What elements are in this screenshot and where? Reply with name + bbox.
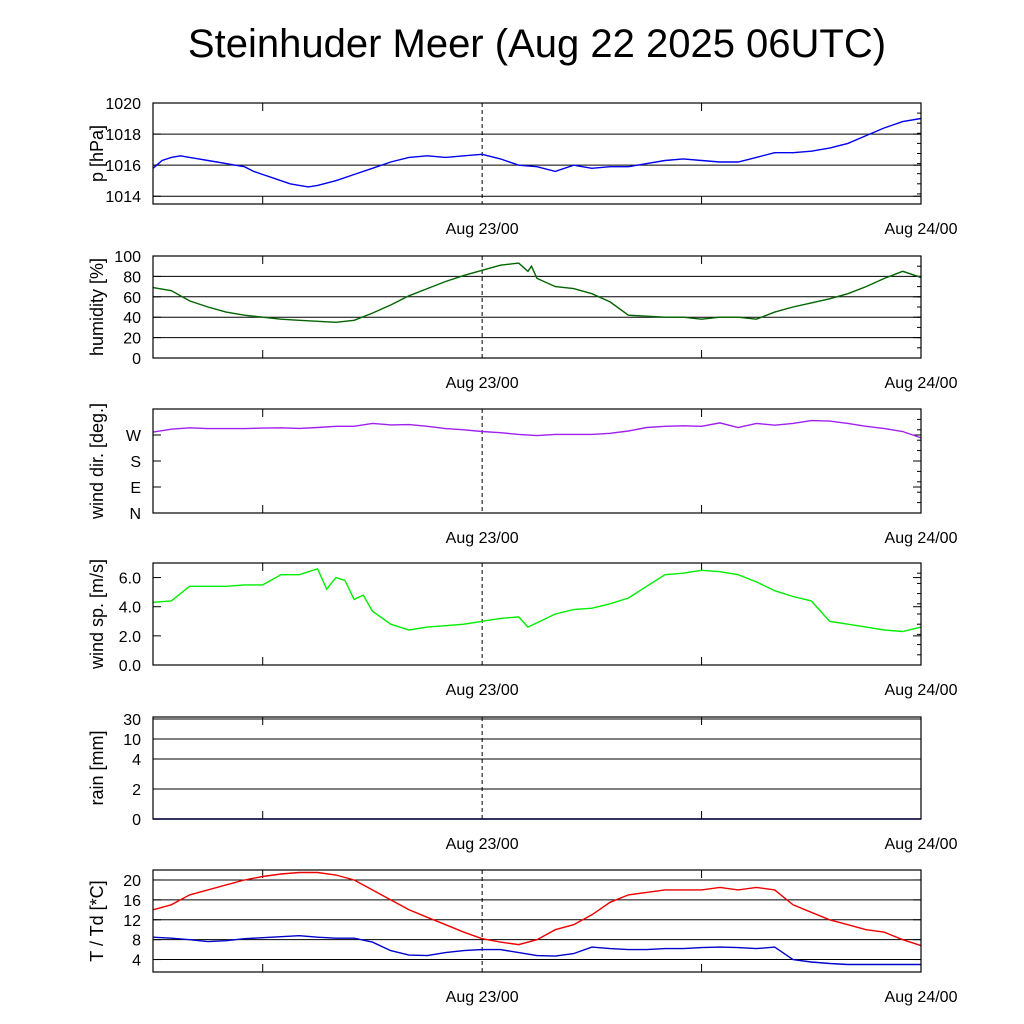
wind-direction-ytick-label: W [126,428,142,445]
rain-xtick-label: Aug 23/00 [446,836,519,853]
pressure-line [152,117,922,188]
pressure-ytick-label: 1016 [105,158,141,175]
temperature-dewpoint-frame [152,869,922,973]
temperature-dewpoint-xtick-label: Aug 24/00 [885,989,958,1006]
temperature-dewpoint-ytick-label: 12 [123,913,141,930]
wind-speed-ylabel: wind sp. [m/s] [87,559,107,670]
humidity-ytick-label: 40 [123,310,141,327]
chart-title: Steinhuder Meer (Aug 22 2025 06UTC) [187,22,887,66]
pressure-frame [152,102,922,205]
rain-ytick-label: 10 [123,732,141,749]
wind-speed-ytick-label: 4.0 [119,600,141,617]
temperature-dewpoint-ytick-label: 20 [123,873,141,890]
wind-direction-ytick-label: E [130,480,141,497]
humidity-line [152,262,922,324]
temperature-dewpoint-ylabel: T / Td [*C] [87,880,107,961]
wind-speed-line [152,567,922,633]
rain-ytick-label: 0 [132,812,141,829]
humidity-xtick-label: Aug 24/00 [885,375,958,392]
wind-direction-line [152,419,922,439]
wind-speed-ytick-label: 2.0 [119,629,141,646]
pressure-ytick-label: 1014 [105,189,141,206]
dewpoint-line [152,934,921,966]
wind-speed-ytick-label: 6.0 [119,571,141,588]
wind-speed-ytick-label: 0.0 [119,658,141,675]
rain-ylabel: rain [mm] [87,730,107,805]
wind-speed-xtick-label: Aug 23/00 [446,682,519,699]
temperature-dewpoint-ytick-label: 4 [132,953,141,970]
humidity-ylabel: humidity [%] [87,258,107,356]
rain-ytick-label: 4 [132,752,141,769]
pressure-ytick-label: 1020 [105,96,141,113]
pressure-xtick-label: Aug 24/00 [885,221,958,238]
humidity-ytick-label: 100 [114,249,141,266]
wind-speed-frame [152,562,922,666]
humidity-ytick-label: 20 [123,331,141,348]
rain-xtick-label: Aug 24/00 [885,836,958,853]
pressure-ytick-label: 1018 [105,127,141,144]
pressure-xtick-label: Aug 23/00 [446,221,519,238]
wind-direction-frame [152,408,922,514]
wind-speed-xtick-label: Aug 24/00 [885,682,958,699]
rain-ytick-label: 30 [123,712,141,729]
wind-direction-xtick-label: Aug 24/00 [885,530,958,547]
temperature-dewpoint-ytick-label: 8 [132,933,141,950]
wind-direction-ytick-label: S [130,454,141,471]
humidity-ytick-label: 0 [132,351,141,368]
pressure-ylabel: p [hPa] [87,125,107,182]
temperature-line [152,871,922,947]
rain-frame [152,716,922,820]
wind-direction-xtick-label: Aug 23/00 [446,530,519,547]
wind-direction-ylabel: wind dir. [deg.] [87,403,107,520]
humidity-ytick-label: 60 [123,290,141,307]
rain-ytick-label: 2 [132,782,141,799]
temperature-dewpoint-xtick-label: Aug 23/00 [446,989,519,1006]
wind-direction-ytick-label: N [129,506,141,523]
humidity-xtick-label: Aug 23/00 [446,375,519,392]
humidity-ytick-label: 80 [123,269,141,286]
temperature-dewpoint-ytick-label: 16 [123,893,141,910]
humidity-frame [152,255,922,359]
